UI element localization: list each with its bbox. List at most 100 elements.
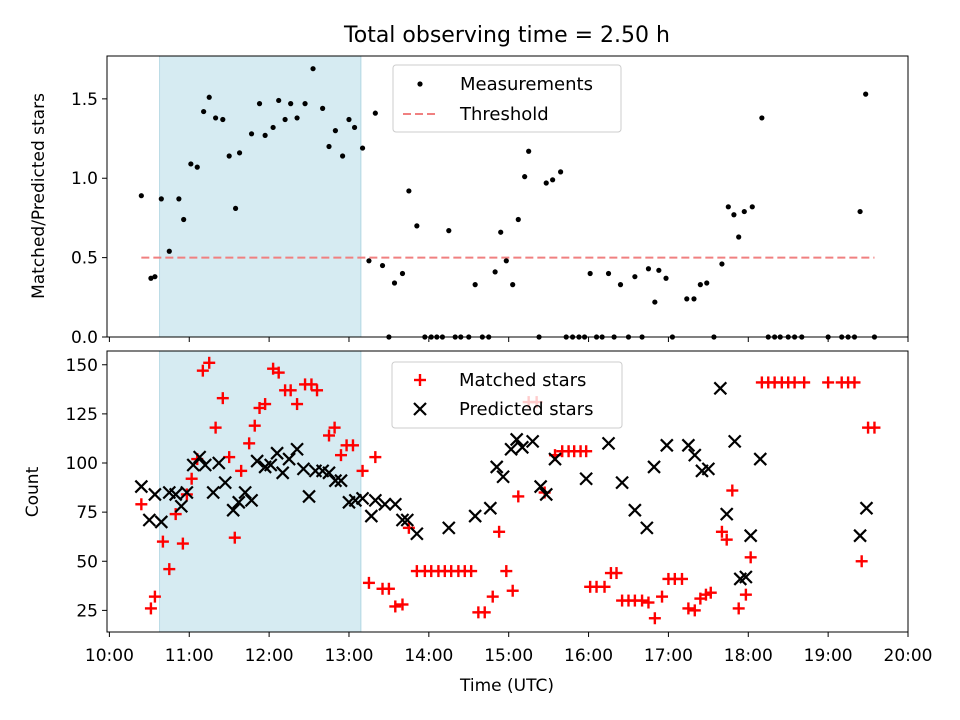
bottom-legend-box bbox=[391, 361, 623, 429]
bottom-axes-frame bbox=[106, 350, 909, 633]
measurement-point bbox=[379, 262, 386, 269]
measurement-point bbox=[543, 180, 549, 186]
matched-star-point bbox=[259, 398, 272, 411]
matched-star-point bbox=[688, 604, 701, 617]
x-axis-label: Time (UTC) bbox=[459, 676, 554, 696]
matched-star-point bbox=[389, 600, 402, 613]
matched-star-point bbox=[362, 576, 375, 589]
predicted-star-point bbox=[378, 497, 392, 512]
x-tick-label: 18:00 bbox=[724, 646, 773, 666]
measurement-point bbox=[359, 145, 366, 151]
matched-star-point bbox=[235, 464, 248, 477]
measurement-point bbox=[741, 208, 747, 215]
top-panel: 0.0 0.5 1.0 1.5 Matched/Predicted stars Mea… bbox=[29, 55, 909, 348]
bottom-shaded-interval bbox=[159, 350, 362, 633]
bottom-x-ticks: 10:00 11:00 12:00 13:00 14:00 15:00 16:00 17:00… bbox=[85, 632, 933, 666]
measurement-point bbox=[391, 280, 398, 286]
legend-measurements-label: Measurements bbox=[460, 74, 593, 95]
measurement-point bbox=[206, 94, 212, 100]
measurement-point bbox=[346, 116, 352, 123]
predicted-star-point bbox=[410, 526, 424, 541]
predicted-star-point bbox=[468, 509, 482, 523]
measurement-point bbox=[510, 282, 516, 288]
predicted-star-point bbox=[509, 432, 524, 447]
measurement-point bbox=[138, 193, 144, 199]
measurement-point bbox=[232, 205, 239, 212]
legend-predicted-marker bbox=[413, 402, 427, 416]
predicted-star-point bbox=[489, 460, 504, 474]
matched-star-point bbox=[732, 602, 745, 615]
measurement-point bbox=[302, 101, 308, 107]
matched-star-point bbox=[500, 565, 513, 578]
measurement-point bbox=[736, 234, 742, 240]
matched-star-point bbox=[512, 490, 525, 503]
matched-star-point bbox=[720, 533, 733, 546]
matched-star-point bbox=[465, 565, 478, 578]
predicted-star-point bbox=[515, 440, 530, 455]
y-tick-label: 0.5 bbox=[71, 249, 98, 269]
predicted-star-point bbox=[355, 491, 370, 506]
measurement-point bbox=[749, 204, 755, 210]
y-tick-label: 125 bbox=[66, 405, 98, 425]
measurement-point bbox=[719, 261, 725, 267]
bottom-legend: Matched stars Predicted stars bbox=[391, 361, 623, 429]
measurement-point bbox=[550, 177, 556, 183]
x-tick-label: 15:00 bbox=[484, 646, 533, 666]
matched-star-point bbox=[323, 429, 336, 442]
measurement-point bbox=[236, 150, 243, 156]
matched-star-point bbox=[196, 364, 209, 377]
predicted-star-point bbox=[743, 528, 758, 543]
y-tick-label: 100 bbox=[66, 454, 98, 474]
measurement-point bbox=[194, 164, 200, 170]
measurement-point bbox=[256, 101, 263, 107]
x-tick-label: 13:00 bbox=[324, 646, 373, 666]
measurement-point bbox=[158, 196, 164, 202]
matched-star-point bbox=[135, 498, 148, 511]
measurement-point bbox=[587, 270, 593, 277]
matched-star-point bbox=[291, 398, 304, 411]
matched-star-point bbox=[169, 508, 182, 521]
predicted-star-point bbox=[647, 460, 661, 474]
measurement-point bbox=[522, 174, 528, 180]
matched-star-point bbox=[610, 567, 623, 580]
matched-star-point bbox=[176, 537, 189, 550]
matched-star-point bbox=[848, 376, 861, 389]
predicted-star-point bbox=[134, 479, 149, 494]
predicted-star-point bbox=[296, 462, 311, 476]
measurement-point bbox=[399, 270, 406, 277]
matched-star-point bbox=[156, 535, 169, 548]
predicted-star-point bbox=[853, 528, 867, 543]
measurement-point bbox=[498, 229, 504, 235]
matched-star-point bbox=[216, 392, 229, 405]
predicted-star-point bbox=[218, 475, 232, 490]
y-tick-label: 25 bbox=[76, 601, 98, 621]
measurement-point bbox=[558, 169, 564, 175]
measurement-point bbox=[176, 196, 182, 202]
x-tick-label: 20:00 bbox=[884, 646, 933, 666]
matched-star-point bbox=[144, 602, 157, 615]
predicted-star-point bbox=[174, 499, 189, 514]
measurement-point bbox=[220, 116, 226, 123]
measurement-point bbox=[320, 105, 326, 111]
matched-star-point bbox=[598, 580, 611, 593]
measurement-point bbox=[731, 212, 737, 218]
predicted-star-point bbox=[628, 503, 642, 517]
measurement-point bbox=[472, 282, 478, 288]
predicted-star-point bbox=[198, 458, 213, 472]
matched-star-point bbox=[798, 376, 811, 389]
predicted-star-point bbox=[719, 507, 734, 521]
predicted-star-point bbox=[282, 452, 296, 466]
predicted-star-point bbox=[525, 434, 540, 449]
predicted-star-point bbox=[368, 493, 383, 508]
matched-stars-series bbox=[135, 356, 881, 625]
x-tick-label: 10:00 bbox=[85, 646, 134, 666]
matched-star-point bbox=[248, 419, 261, 432]
predicted-star-point bbox=[388, 497, 403, 512]
measurement-point bbox=[704, 280, 710, 286]
predicted-star-point bbox=[231, 495, 246, 510]
matched-star-point bbox=[305, 378, 318, 391]
matched-star-point bbox=[506, 584, 519, 597]
predicted-star-point bbox=[142, 513, 157, 527]
legend-measurements-marker bbox=[417, 81, 423, 87]
